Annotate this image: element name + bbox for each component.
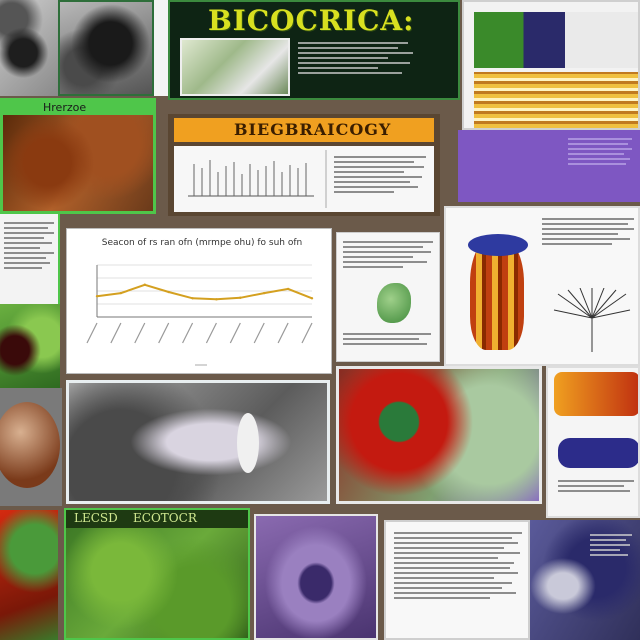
slide-banner-text: BIEGBRAICOGY xyxy=(234,120,392,139)
grayscale-tissue-image xyxy=(0,0,58,96)
purple-panel[interactable] xyxy=(458,130,640,202)
vascular-texture-image xyxy=(3,115,153,211)
chart-point xyxy=(95,295,99,298)
purple-cell-tile[interactable] xyxy=(254,514,378,640)
gray-micrograph-image xyxy=(69,383,327,501)
chart-tile[interactable]: Seacon of rs ran ofn (mrmpe ohu) fo suh … xyxy=(66,228,332,374)
red-organ-tile[interactable] xyxy=(336,366,542,504)
doc-tile-left[interactable] xyxy=(0,214,60,304)
chart-point xyxy=(239,296,242,299)
chart-tick-label xyxy=(110,322,122,344)
red-leaf-tile-bottom[interactable] xyxy=(0,510,58,640)
green-leaf-image xyxy=(377,283,411,323)
chart-point xyxy=(167,290,170,294)
chart-tick-label xyxy=(158,322,170,344)
white-tip-shape xyxy=(237,413,259,473)
doc-left-text-lines xyxy=(4,222,56,272)
line-chart xyxy=(86,264,314,366)
slide-bar-figure xyxy=(188,150,327,208)
main-title: BICOCRICA: xyxy=(208,4,415,37)
slide-banner: BIEGBRAICOGY xyxy=(174,118,434,142)
green-moss-tile[interactable]: LECSD ECOTOCR xyxy=(64,508,250,640)
slide-text-lines xyxy=(334,156,429,196)
chart-tick-label xyxy=(301,322,313,344)
bottom-doc-text-lines xyxy=(394,532,524,602)
cross-section-strip xyxy=(474,72,638,128)
chart-tick-label xyxy=(205,322,217,344)
doc-leaf-bottom-lines xyxy=(343,333,435,348)
chart-tick-label xyxy=(182,322,194,344)
microscopy-tile-gray[interactable] xyxy=(66,380,330,504)
chart-tick-label xyxy=(253,322,265,344)
orange-diagram-tile[interactable] xyxy=(546,366,640,518)
chart-series-line xyxy=(96,283,313,301)
slide-body xyxy=(174,146,434,212)
anatomy-cap-image xyxy=(468,234,528,256)
green-moss-image xyxy=(66,528,248,638)
blue-organ-text-lines xyxy=(590,534,634,559)
title-panel-text-lines xyxy=(298,42,418,77)
doc-tile-green-leaf[interactable] xyxy=(336,232,440,362)
leaf-with-red-image xyxy=(0,304,60,388)
photo-tile-dark-organ[interactable] xyxy=(58,0,154,96)
brown-texture-tile[interactable]: Hrerzoe xyxy=(0,98,156,214)
bottom-label-text: LECSD ECOTOCR xyxy=(74,511,197,525)
chart-tick-label xyxy=(229,322,241,344)
chart-tick-label xyxy=(134,322,146,344)
anatomy-cross-section-image xyxy=(470,238,524,350)
dark-organ-image xyxy=(60,2,152,94)
diagram-tile-purple-specimen[interactable] xyxy=(462,0,640,130)
purple-specimen-image xyxy=(474,12,638,68)
bottom-label-bar: LECSD ECOTOCR xyxy=(66,510,248,528)
doc-tile-anatomy[interactable] xyxy=(444,206,640,366)
doc-leaf-text-lines xyxy=(343,241,435,271)
chart-point xyxy=(286,287,290,291)
white-gap xyxy=(154,0,170,96)
blue-organ-tile[interactable] xyxy=(530,520,640,640)
green-leaf-tile-left[interactable] xyxy=(0,304,60,388)
seed-image xyxy=(0,402,60,488)
doc-tile-bottom-right[interactable] xyxy=(384,520,530,640)
purple-panel-text-lines xyxy=(568,138,634,168)
photo-tile-grayscale-tissue[interactable] xyxy=(0,0,58,96)
palm-fan-illustration xyxy=(553,288,631,352)
chart-tick-label xyxy=(86,322,98,344)
slide-tile-genealogy[interactable]: BIEGBRAICOGY xyxy=(168,114,440,216)
anatomy-text-lines xyxy=(542,218,636,248)
chart-tick-label xyxy=(277,322,289,344)
title-panel-photo xyxy=(180,38,290,96)
chart-point xyxy=(119,291,123,295)
red-leaf-image xyxy=(0,510,58,640)
green-label-text: Hrerzoe xyxy=(43,101,87,114)
chart-point xyxy=(310,297,314,300)
chart-point xyxy=(263,291,266,295)
chart-point xyxy=(215,298,218,301)
orange-diagram-text-lines xyxy=(558,480,638,495)
purple-bar-image xyxy=(558,438,638,468)
seed-tile[interactable] xyxy=(0,388,62,506)
red-organ-image xyxy=(339,369,539,501)
chart-point xyxy=(191,297,194,300)
chart-point xyxy=(143,283,146,286)
chart-title: Seacon of rs ran ofn (mrmpe ohu) fo suh … xyxy=(101,238,303,248)
green-label-bar: Hrerzoe xyxy=(3,101,153,115)
orange-shape-image xyxy=(554,372,638,416)
title-panel[interactable]: BICOCRICA: xyxy=(168,0,460,100)
purple-cell-image xyxy=(256,516,376,638)
